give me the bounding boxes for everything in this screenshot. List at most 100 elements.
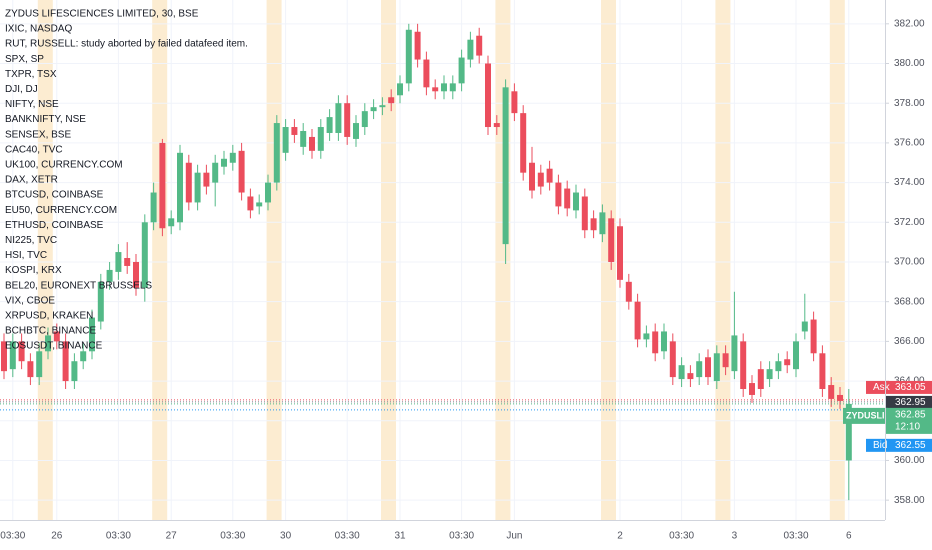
legend-item: BANKNIFTY, NSE	[5, 114, 86, 125]
y-tick-label: 358.00	[894, 495, 925, 506]
candle-body	[705, 357, 711, 378]
candle-body	[291, 127, 298, 135]
candle-body	[150, 192, 157, 223]
candle-body	[1, 341, 7, 372]
x-tick-label: 03:30	[220, 531, 245, 542]
x-tick-label: 03:30	[783, 531, 808, 542]
candle-body	[159, 142, 166, 229]
candle-body	[414, 31, 421, 60]
candle-body	[766, 369, 773, 380]
candle-body	[661, 331, 667, 352]
y-tick-label: 372.00	[894, 217, 925, 228]
candle-body	[432, 87, 439, 92]
candle-body	[370, 107, 377, 112]
candle-body	[669, 341, 676, 378]
candle-body	[573, 192, 579, 211]
session-band	[829, 0, 845, 520]
y-tick-label: 378.00	[894, 98, 925, 109]
candle-body	[511, 91, 518, 114]
candle-body	[405, 29, 412, 84]
candle-body	[625, 281, 632, 302]
candle-body	[458, 57, 465, 84]
candle-body	[282, 127, 289, 153]
candle-body	[801, 321, 808, 332]
legend-item: VIX, CBOE	[5, 295, 55, 306]
candle-body	[238, 150, 245, 193]
legend-item: XRPUSD, KRAKEN	[5, 311, 93, 322]
x-tick-label: 30	[280, 531, 292, 542]
chart-title: ZYDUS LIFESCIENCES LIMITED, 30, BSE	[5, 9, 199, 20]
y-tick-label: 368.00	[894, 296, 925, 307]
candle-body	[80, 351, 87, 362]
candle-body	[617, 226, 623, 280]
candle-body	[537, 172, 544, 187]
y-tick-label: 360.00	[894, 455, 925, 466]
candle-body	[335, 103, 342, 133]
candle-body	[317, 127, 324, 151]
legend-item: SPX, SP	[5, 54, 44, 65]
candle-body	[300, 130, 307, 147]
legend-item: NI225, TVC	[5, 235, 57, 246]
x-tick-label: Jun	[506, 531, 522, 542]
x-tick-label: 6	[846, 531, 852, 542]
candle-body	[678, 365, 685, 380]
session-band	[495, 0, 511, 520]
candle-body	[493, 123, 500, 128]
candle-body	[53, 331, 60, 342]
legend-item: DAX, XETR	[5, 175, 58, 186]
x-tick-label: 27	[166, 531, 178, 542]
candle-body	[141, 222, 148, 288]
legend-item: DJI, DJ	[5, 84, 38, 95]
candle-body	[97, 281, 104, 322]
candle-body	[9, 341, 16, 370]
last-box	[886, 395, 932, 409]
legend-item: NIFTY, NSE	[5, 99, 59, 110]
x-tick-label: 3	[732, 531, 738, 542]
candle-body	[731, 335, 738, 372]
legend-item: ETHUSD, COINBASE	[5, 220, 104, 231]
candle-body	[212, 162, 219, 183]
candle-body	[18, 341, 25, 362]
candle-body	[62, 341, 69, 382]
candle-body	[845, 403, 852, 461]
candle-body	[124, 258, 131, 266]
candle-body	[810, 319, 817, 354]
price-value: 362.85	[895, 410, 926, 421]
candle-body	[643, 333, 650, 340]
candle-body	[608, 218, 615, 262]
x-tick-label: 26	[51, 531, 63, 542]
candle-body	[177, 152, 183, 223]
candle-body	[133, 261, 139, 288]
candle-body	[115, 252, 122, 272]
candle-body	[520, 113, 527, 173]
candle-body	[564, 188, 571, 209]
legend-item: EU50, CURRENCY.COM	[5, 205, 117, 216]
candle-body	[634, 301, 641, 340]
candle-body	[423, 59, 430, 88]
ask-box	[866, 380, 932, 394]
candle-body	[168, 218, 175, 227]
candle-body	[185, 162, 192, 203]
candle-body	[203, 172, 210, 187]
x-tick-label: 03:30	[449, 531, 474, 542]
legend-item: SENSEX, BSE	[5, 129, 71, 140]
candle-body	[555, 182, 562, 207]
x-tick-label: 03:30	[335, 531, 360, 542]
candle-body	[590, 218, 597, 231]
legend-item: KOSPI, KRX	[5, 265, 62, 276]
candle-body	[309, 136, 315, 151]
last-value: 362.95	[895, 397, 926, 408]
legend-item: BCHBTC, BINANCE	[5, 326, 96, 337]
x-tick-label: 03:30	[0, 531, 25, 542]
session-band	[381, 0, 396, 520]
session-band	[715, 0, 731, 520]
legend-item: IXIC, NASDAQ	[5, 24, 72, 35]
x-tick-label: 2	[617, 531, 623, 542]
legend-item: UK100, CURRENCY.COM	[5, 160, 123, 171]
candle-body	[485, 63, 491, 128]
legend-item: RUT, RUSSELL: study aborted by failed da…	[5, 39, 248, 50]
candle-body	[546, 168, 553, 183]
x-tick-label: 03:30	[106, 531, 131, 542]
